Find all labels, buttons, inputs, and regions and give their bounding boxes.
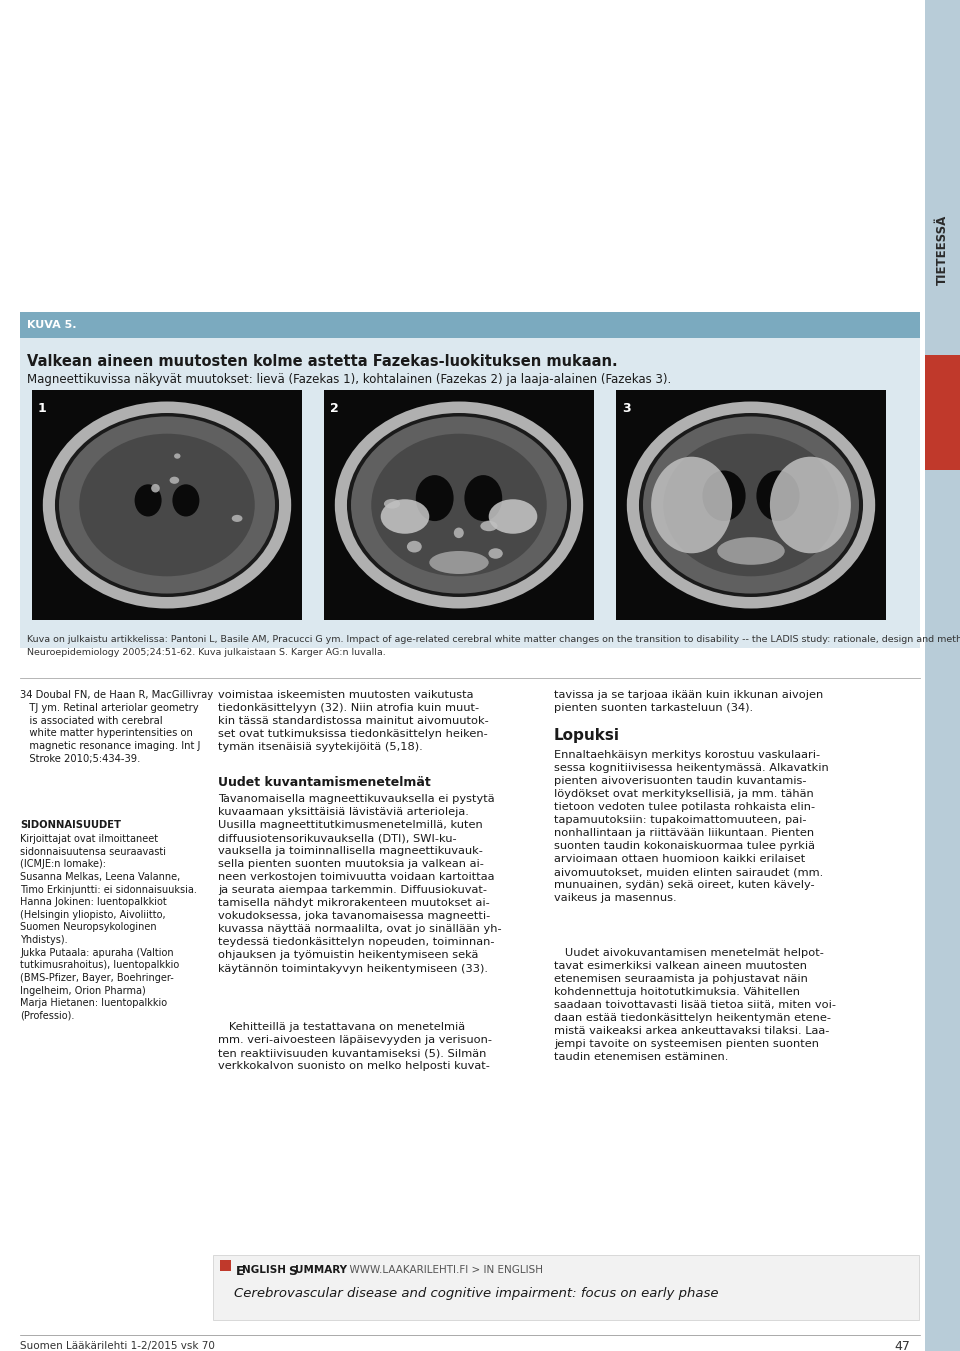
Text: NGLISH: NGLISH (242, 1265, 290, 1275)
Text: Suomen Lääkärilehti 1-2/2015 vsk 70: Suomen Lääkärilehti 1-2/2015 vsk 70 (20, 1342, 215, 1351)
Ellipse shape (59, 416, 275, 593)
Text: E: E (236, 1265, 245, 1278)
Text: 47: 47 (894, 1339, 910, 1351)
Ellipse shape (643, 416, 859, 593)
Text: KUVA 5.: KUVA 5. (27, 320, 77, 330)
Ellipse shape (756, 470, 800, 521)
Ellipse shape (151, 484, 159, 493)
Ellipse shape (416, 476, 453, 521)
Text: TIETEESSÄ: TIETEESSÄ (936, 215, 949, 285)
Ellipse shape (480, 521, 497, 531)
Ellipse shape (80, 434, 254, 577)
Ellipse shape (489, 549, 503, 559)
Text: SIDONNAISUUDET: SIDONNAISUUDET (20, 820, 121, 830)
Text: WWW.LAAKARILEHTI.FI > IN ENGLISH: WWW.LAAKARILEHTI.FI > IN ENGLISH (343, 1265, 543, 1275)
Ellipse shape (43, 401, 291, 608)
Bar (220, 1260, 231, 1271)
Ellipse shape (347, 413, 571, 597)
Text: Neuroepidemiology 2005;24:51-62. Kuva julkaistaan S. Karger AG:n luvalla.: Neuroepidemiology 2005;24:51-62. Kuva ju… (27, 648, 386, 657)
Text: UMMARY: UMMARY (295, 1265, 347, 1275)
Ellipse shape (717, 538, 784, 565)
Bar (20, 338, 920, 648)
Ellipse shape (627, 401, 876, 608)
Text: Ennaltaehkäisyn merkitys korostuu vaskulaari-
sessa kognitiivisessa heikentymäss: Ennaltaehkäisyn merkitys korostuu vaskul… (554, 750, 828, 904)
Ellipse shape (170, 477, 180, 484)
Ellipse shape (639, 413, 863, 597)
Text: 1: 1 (38, 401, 47, 415)
Bar (616, 390, 886, 620)
Bar (20, 312, 920, 338)
Ellipse shape (663, 434, 839, 577)
Ellipse shape (407, 540, 421, 553)
Text: Tavanomaisella magneettikuvauksella ei pystytä
kuvaamaan yksittäisiä lävistäviä : Tavanomaisella magneettikuvauksella ei p… (218, 794, 502, 974)
Ellipse shape (651, 457, 732, 554)
Ellipse shape (351, 416, 567, 593)
Text: Kehitteillä ja testattavana on menetelmiä
mm. veri-aivoesteen läpäisevyyden ja v: Kehitteillä ja testattavana on menetelmi… (218, 1021, 492, 1071)
Ellipse shape (465, 476, 502, 521)
Ellipse shape (55, 413, 279, 597)
Text: Uudet kuvantamismenetelmät: Uudet kuvantamismenetelmät (218, 775, 431, 789)
Ellipse shape (384, 499, 400, 508)
Text: S: S (288, 1265, 297, 1278)
Text: 34 Doubal FN, de Haan R, MacGillivray
   TJ ym. Retinal arteriolar geometry
   i: 34 Doubal FN, de Haan R, MacGillivray TJ… (20, 690, 213, 765)
Ellipse shape (770, 457, 851, 554)
Bar (925, 0, 960, 1351)
Text: Uudet aivokuvantamisen menetelmät helpot-
tavat esimerkiksi valkean aineen muuto: Uudet aivokuvantamisen menetelmät helpot… (554, 948, 836, 1062)
Text: Valkean aineen muutosten kolme astetta Fazekas-luokituksen mukaan.: Valkean aineen muutosten kolme astetta F… (27, 354, 617, 370)
Ellipse shape (231, 515, 243, 521)
Ellipse shape (134, 484, 161, 516)
Ellipse shape (173, 484, 200, 516)
Text: Cerebrovascular disease and cognitive impairment: focus on early phase: Cerebrovascular disease and cognitive im… (234, 1288, 718, 1300)
Ellipse shape (454, 528, 464, 538)
Bar (213, 1255, 919, 1320)
Ellipse shape (381, 500, 429, 534)
Ellipse shape (372, 434, 547, 577)
Text: voimistaa iskeemisten muutosten vaikutusta
tiedonkäsittelyyn (32). Niin atrofia : voimistaa iskeemisten muutosten vaikutus… (218, 690, 489, 753)
Bar (925, 355, 960, 470)
Bar (324, 390, 594, 620)
Text: Magneettikuvissa näkyvät muutokset: lievä (Fazekas 1), kohtalainen (Fazekas 2) j: Magneettikuvissa näkyvät muutokset: liev… (27, 373, 671, 386)
Ellipse shape (335, 401, 584, 608)
Text: Kirjoittajat ovat ilmoittaneet
sidonnaisuutensa seuraavasti
(ICMJE:n lomake):
Su: Kirjoittajat ovat ilmoittaneet sidonnais… (20, 834, 197, 1021)
Text: 2: 2 (330, 401, 339, 415)
Text: Lopuksi: Lopuksi (554, 728, 620, 743)
Text: tavissa ja se tarjoaa ikään kuin ikkunan aivojen
pienten suonten tarkasteluun (3: tavissa ja se tarjoaa ikään kuin ikkunan… (554, 690, 824, 713)
Text: 3: 3 (622, 401, 631, 415)
Text: Kuva on julkaistu artikkelissa: Pantoni L, Basile AM, Pracucci G ym. Impact of a: Kuva on julkaistu artikkelissa: Pantoni … (27, 635, 960, 644)
Ellipse shape (174, 454, 180, 459)
Ellipse shape (703, 470, 746, 521)
Ellipse shape (489, 500, 538, 534)
Bar (32, 390, 302, 620)
Ellipse shape (429, 551, 489, 574)
